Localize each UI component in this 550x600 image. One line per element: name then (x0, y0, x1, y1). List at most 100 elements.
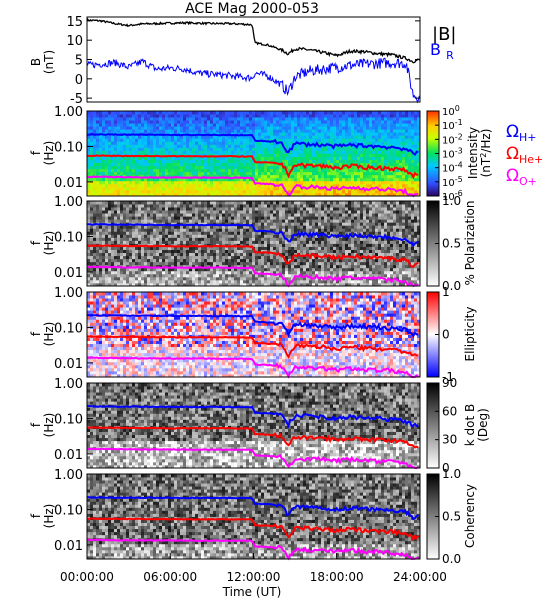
spectrogram-cell (285, 192, 289, 197)
spectrogram-cell (183, 228, 187, 232)
spectrogram-cell (339, 147, 343, 151)
spectrogram-cell (414, 141, 418, 145)
spectrogram-cell (237, 249, 241, 254)
spectrogram-cell (231, 132, 235, 136)
spectrogram-cell (303, 186, 307, 191)
spectrogram-cell (222, 189, 226, 194)
spectrogram-cell (414, 189, 418, 194)
spectrogram-cell (174, 132, 178, 136)
spectrogram-cell (105, 183, 109, 188)
spectrogram-cell (192, 216, 196, 220)
spectrogram-cell (87, 258, 91, 263)
spectrogram-cell (279, 120, 283, 124)
spectrogram-cell (399, 144, 403, 148)
spectrogram-cell (189, 207, 193, 211)
spectrogram-cell (228, 267, 232, 272)
spectrogram-cell (360, 150, 364, 154)
spectrogram-cell (105, 156, 109, 160)
spectrogram-cell (378, 138, 382, 142)
colorbar-unit-post: /Hz) (479, 129, 493, 153)
spectrogram-cell (297, 189, 301, 194)
spectrogram-cell (207, 210, 211, 214)
spectrogram-cell (87, 261, 91, 266)
spectrogram-cell (207, 129, 211, 133)
spectrogram-cell (231, 279, 235, 284)
spectrogram-cell (213, 177, 217, 182)
spectrogram-cell (99, 126, 103, 130)
spectrogram-cell (276, 222, 280, 226)
spectrogram-cell (234, 255, 238, 260)
spectrogram-cell (285, 114, 289, 118)
spectrogram-cell (159, 225, 163, 229)
spectrogram-cell (243, 252, 247, 257)
spectrogram-cell (381, 117, 385, 121)
spectrogram-cell (156, 147, 160, 151)
spectrogram-cell (360, 135, 364, 139)
spectrogram-cell (216, 258, 220, 263)
spectrogram-cell (408, 189, 412, 194)
spectrogram-cell (171, 159, 175, 164)
spectrogram-cell (405, 162, 409, 167)
spectrogram-cell (375, 162, 379, 167)
spectrogram-cell (264, 180, 268, 185)
spectrogram-polarization (87, 201, 421, 287)
spectrogram-cell (138, 207, 142, 211)
spectrogram-cell (192, 114, 196, 118)
spectrogram-cell (312, 138, 316, 142)
spectrogram-cell (150, 204, 154, 208)
spectrogram-cell (198, 231, 202, 235)
spectrogram-cell (135, 258, 139, 263)
spectrogram-cell (222, 144, 226, 148)
spectrogram-cell (96, 156, 100, 160)
spectrogram-cell (288, 129, 292, 133)
spectrogram-cell (240, 276, 244, 281)
spectrogram-cell (273, 135, 277, 139)
spectrogram-cell (228, 279, 232, 284)
spectrogram-cell (264, 282, 268, 287)
spectrogram-cell (150, 231, 154, 235)
spectrogram-cell (345, 120, 349, 124)
spectrogram-cell (297, 150, 301, 154)
spectrogram-cell (114, 234, 118, 238)
spectrogram-cell (171, 231, 175, 235)
spectrogram-cell (156, 138, 160, 142)
spectrogram-cell (168, 159, 172, 164)
spectrogram-cell (162, 159, 166, 164)
spectrogram-cell (255, 126, 259, 130)
spectrogram-cell (273, 177, 277, 182)
spectrogram-cell (417, 138, 421, 142)
spectrogram-cell (213, 141, 217, 145)
spectrogram-cell (180, 123, 184, 127)
spectrogram-cell (150, 258, 154, 263)
spectrogram-cell (156, 114, 160, 118)
spectrogram-cell (195, 174, 199, 179)
spectrogram-cell (162, 261, 166, 266)
spectrogram-cell (192, 231, 196, 235)
spectrogram-cell (150, 186, 154, 191)
spectrogram-cell (165, 204, 169, 208)
spectrogram-cell (366, 129, 370, 133)
spectrogram-cell (210, 279, 214, 284)
spectrogram-cell (168, 246, 172, 250)
spectrogram-cell (180, 159, 184, 164)
spectrogram-cell (216, 138, 220, 142)
spectrogram-cell (210, 111, 214, 115)
spectrogram-cell (402, 138, 406, 142)
spectrogram-cell (129, 237, 133, 241)
spectrogram-cell (117, 255, 121, 260)
spectrogram-cell (405, 183, 409, 188)
spectrogram-cell (309, 150, 313, 154)
spectrogram-cell (147, 261, 151, 266)
spectrogram-cell (108, 138, 112, 142)
spectrogram-cell (153, 183, 157, 188)
spectrogram-cell (252, 261, 256, 266)
spectrogram-cell (99, 201, 103, 205)
spectrogram-cell (192, 204, 196, 208)
spectrogram-cell (276, 243, 280, 247)
spectrogram-cell (297, 156, 301, 160)
spectrogram-cell (288, 132, 292, 136)
spectrogram-cell (366, 171, 370, 176)
spectrogram-cell (231, 240, 235, 244)
spectrogram-cell (114, 261, 118, 266)
spectrogram-cell (246, 234, 250, 238)
